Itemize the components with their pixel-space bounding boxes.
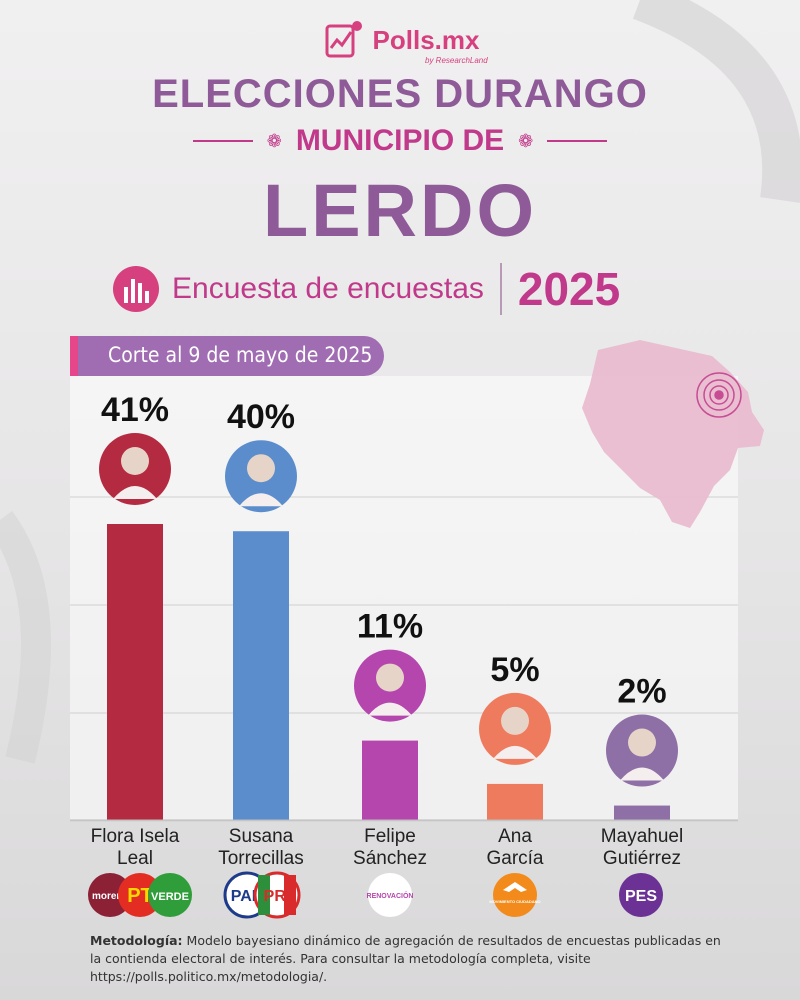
avatar-face — [247, 454, 275, 483]
bar — [233, 531, 289, 820]
avatar-face — [501, 706, 529, 735]
year: 2025 — [517, 263, 621, 315]
title-lerdo: LERDO — [263, 169, 537, 252]
avatar-body — [620, 767, 664, 781]
data-label: 40% — [227, 398, 295, 436]
title-elections: ELECCIONES DURANGO — [152, 72, 648, 116]
bar — [614, 805, 670, 820]
subtitle-divider — [499, 263, 502, 315]
pri-green — [258, 875, 270, 915]
data-label: 11% — [357, 608, 423, 646]
methodology-text: Modelo bayesiano dinámico de agregación … — [90, 933, 721, 984]
category-label: Flora Isela — [91, 826, 180, 847]
location-marker — [703, 379, 735, 411]
category-label: Mayahuel — [601, 826, 683, 847]
flower-icon: ❁ — [518, 130, 534, 151]
cutoff-band — [70, 336, 384, 376]
data-label: 2% — [617, 673, 666, 711]
brand-name: Polls.mx — [372, 24, 480, 55]
subheading: Encuesta de encuestas 2025 — [112, 262, 620, 316]
category-label: Leal — [117, 848, 153, 869]
renovacion-text: RENOVACIÓN — [367, 891, 414, 900]
avatar-body — [113, 486, 157, 499]
data-label: 5% — [490, 651, 539, 689]
state-map-shape — [582, 340, 764, 528]
avatar-face — [628, 728, 656, 757]
avatar-face — [376, 663, 404, 692]
data-label: 41% — [101, 391, 169, 429]
bar — [107, 524, 163, 820]
verde-text: VERDE — [151, 891, 189, 903]
divider-right — [547, 140, 608, 142]
avatar-face — [121, 447, 149, 475]
bar — [487, 783, 543, 820]
bar — [362, 740, 418, 820]
polls-logo-icon — [325, 21, 362, 58]
location-marker — [709, 385, 729, 405]
brand-header: Polls.mx — [0, 18, 800, 62]
bar-chart-icon — [113, 266, 159, 312]
pes-logo — [619, 873, 663, 917]
subtitle: Encuesta de encuestas — [172, 272, 484, 305]
location-marker — [714, 390, 724, 400]
title-municipality: MUNICIPIO DE — [295, 124, 505, 157]
avatar-body — [493, 745, 537, 759]
pri-red — [284, 875, 296, 915]
category-label: García — [486, 848, 543, 869]
methodology-label: Metodología: — [90, 933, 183, 948]
pri-text: PRI — [264, 888, 291, 905]
mc-eagle-icon — [503, 882, 527, 892]
divider-left — [192, 140, 253, 142]
cutoff-date: Corte al 9 de mayo de 2025 — [108, 343, 373, 367]
avatar-body — [239, 493, 283, 507]
renovacion-logo — [368, 873, 412, 917]
pes-text: PES — [625, 888, 657, 905]
title-municipality-row: ❁ MUNICIPIO DE ❁ — [0, 124, 800, 158]
category-label: Sánchez — [353, 848, 427, 869]
category-label: Torrecillas — [218, 848, 304, 869]
category-label: Gutiérrez — [603, 848, 681, 869]
category-label: Ana — [498, 826, 532, 847]
location-marker — [696, 372, 742, 418]
flower-icon: ❁ — [266, 130, 282, 151]
mc-logo — [493, 873, 537, 917]
category-label: Susana — [229, 826, 294, 847]
mc-text: MOVIMIENTO CIUDADANO — [489, 899, 540, 904]
avatar-body — [368, 702, 412, 716]
morena-text: morena — [92, 891, 129, 902]
category-label: Felipe — [364, 826, 416, 847]
pt-text: PT — [127, 885, 153, 907]
brand-subtitle: by ResearchLand — [425, 56, 488, 65]
verde-logo — [148, 873, 192, 917]
methodology: Metodología: Modelo bayesiano dinámico d… — [90, 932, 730, 986]
